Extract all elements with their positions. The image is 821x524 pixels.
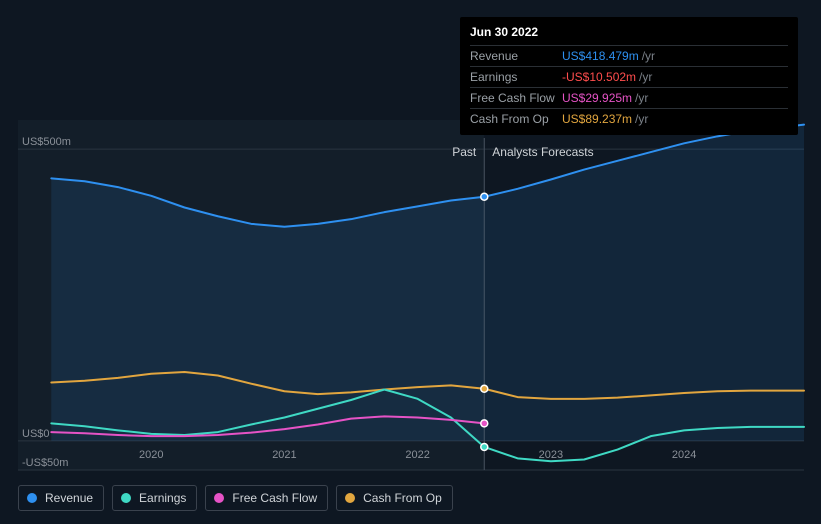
legend-label: Cash From Op	[363, 491, 442, 505]
chart-legend: Revenue Earnings Free Cash Flow Cash Fro…	[18, 485, 453, 511]
legend-item-cfo[interactable]: Cash From Op	[336, 485, 453, 511]
legend-swatch	[345, 493, 355, 503]
tooltip-value: -US$10.502m	[562, 70, 636, 84]
svg-text:2023: 2023	[539, 449, 563, 461]
tooltip-label: Cash From Op	[470, 112, 562, 126]
svg-text:US$500m: US$500m	[22, 136, 71, 148]
tooltip-row-cfo: Cash From Op US$89.237m /yr	[470, 108, 788, 129]
legend-label: Free Cash Flow	[232, 491, 317, 505]
tooltip-unit: /yr	[635, 91, 648, 105]
tooltip-value: US$418.479m	[562, 49, 639, 63]
tooltip-row-revenue: Revenue US$418.479m /yr	[470, 45, 788, 66]
svg-text:US$0: US$0	[22, 428, 50, 440]
legend-swatch	[214, 493, 224, 503]
legend-label: Earnings	[139, 491, 186, 505]
tooltip-label: Revenue	[470, 49, 562, 63]
chart-tooltip: Jun 30 2022 Revenue US$418.479m /yr Earn…	[460, 17, 798, 135]
legend-swatch	[121, 493, 131, 503]
legend-item-earnings[interactable]: Earnings	[112, 485, 197, 511]
tooltip-value: US$89.237m	[562, 112, 632, 126]
svg-text:-US$50m: -US$50m	[22, 457, 68, 469]
legend-swatch	[27, 493, 37, 503]
svg-text:Past: Past	[452, 145, 477, 159]
tooltip-row-earnings: Earnings -US$10.502m /yr	[470, 66, 788, 87]
svg-text:2024: 2024	[672, 449, 696, 461]
legend-item-fcf[interactable]: Free Cash Flow	[205, 485, 328, 511]
svg-text:2020: 2020	[139, 449, 163, 461]
tooltip-label: Earnings	[470, 70, 562, 84]
tooltip-unit: /yr	[635, 112, 648, 126]
legend-label: Revenue	[45, 491, 93, 505]
legend-item-revenue[interactable]: Revenue	[18, 485, 104, 511]
tooltip-date: Jun 30 2022	[470, 25, 788, 45]
svg-text:2022: 2022	[405, 449, 429, 461]
tooltip-label: Free Cash Flow	[470, 91, 562, 105]
svg-text:2021: 2021	[272, 449, 296, 461]
tooltip-row-fcf: Free Cash Flow US$29.925m /yr	[470, 87, 788, 108]
tooltip-value: US$29.925m	[562, 91, 632, 105]
tooltip-unit: /yr	[642, 49, 655, 63]
svg-text:Analysts Forecasts: Analysts Forecasts	[492, 145, 593, 159]
tooltip-unit: /yr	[639, 70, 652, 84]
